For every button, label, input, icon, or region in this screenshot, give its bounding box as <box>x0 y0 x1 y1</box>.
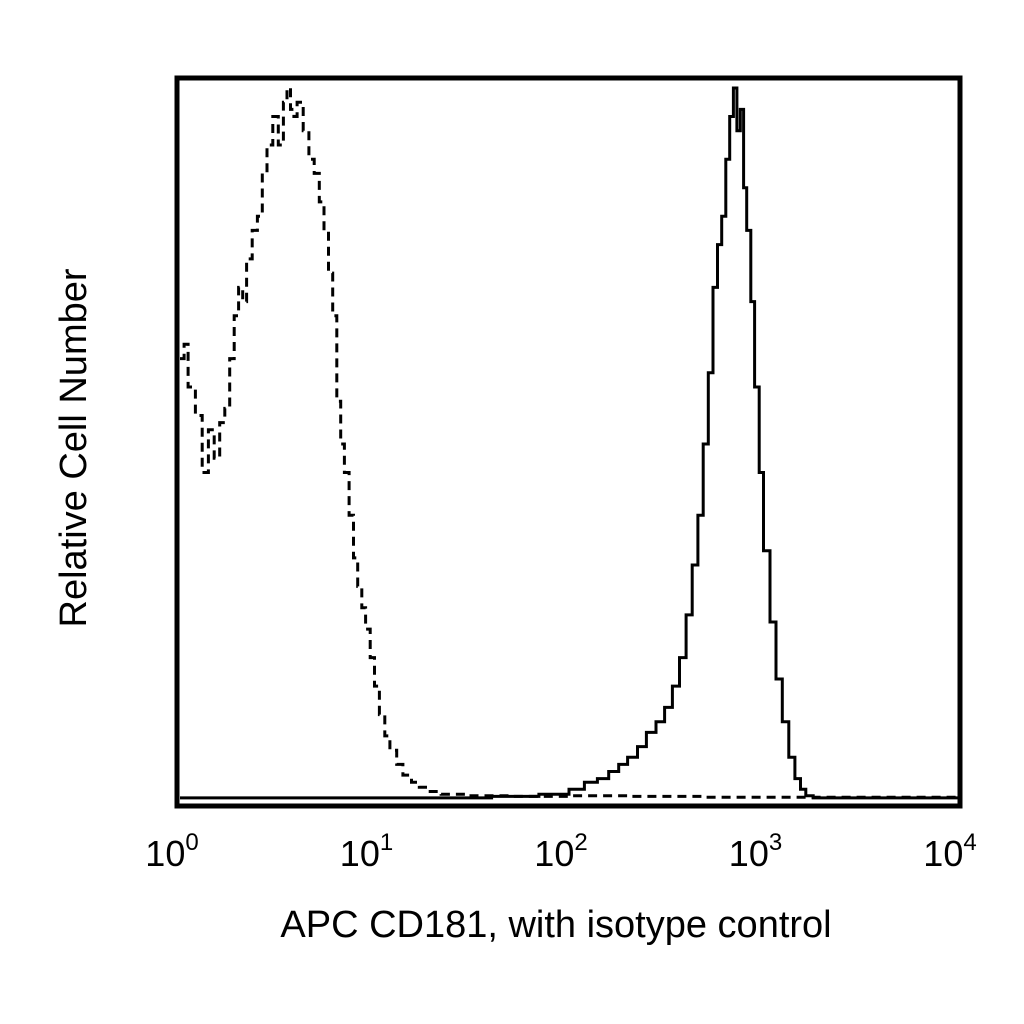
x-tick-exponent: 2 <box>574 829 587 856</box>
x-tick-label: 103 <box>729 829 782 874</box>
x-axis-label: APC CD181, with isotype control <box>280 904 831 946</box>
x-tick-exponent: 0 <box>185 829 198 856</box>
plot-frame <box>174 75 963 809</box>
x-tick-base: 10 <box>923 833 963 874</box>
x-tick-label: 102 <box>534 829 587 874</box>
x-tick-exponent: 1 <box>380 829 393 856</box>
x-tick-label: 104 <box>923 829 976 874</box>
x-tick-base: 10 <box>729 833 769 874</box>
x-tick-exponent: 3 <box>769 829 782 856</box>
x-tick-base: 10 <box>534 833 574 874</box>
isotype-control-curve <box>180 86 958 799</box>
x-tick-labels: 100 101 102 103 104 <box>145 829 976 874</box>
series-layer <box>180 86 958 800</box>
x-tick-exponent: 4 <box>963 829 976 856</box>
x-tick-label: 101 <box>340 829 393 874</box>
x-tick-base: 10 <box>145 833 185 874</box>
cd181-stained-curve <box>180 86 958 800</box>
x-tick-base: 10 <box>340 833 380 874</box>
y-axis-label: Relative Cell Number <box>53 268 95 627</box>
x-tick-label: 100 <box>145 829 198 874</box>
